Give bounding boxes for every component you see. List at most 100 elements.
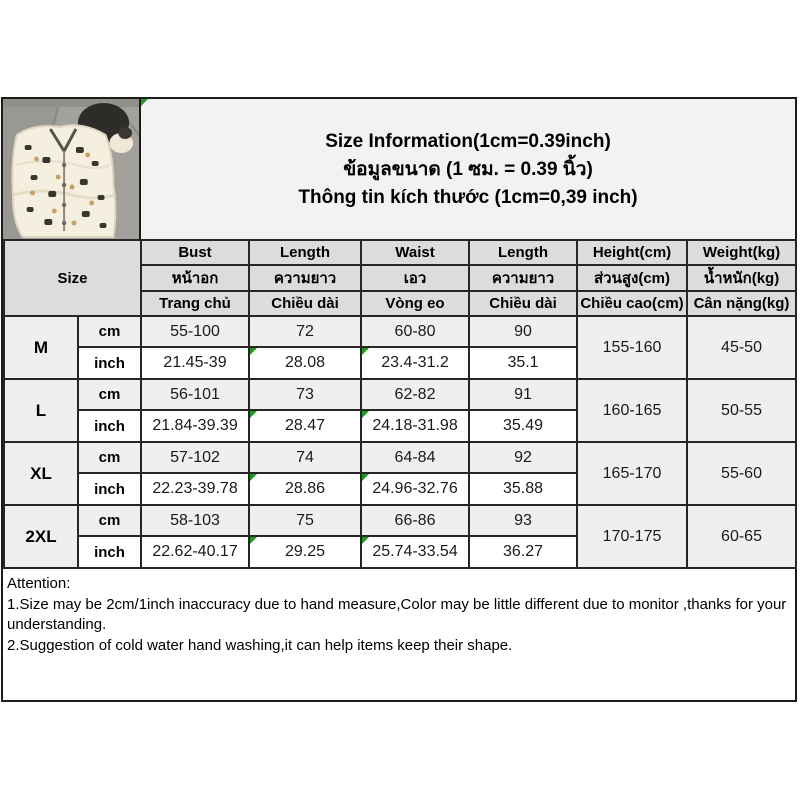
l-waist-cm: 62-82 (360, 378, 471, 411)
m-length2-cm: 90 (468, 315, 579, 348)
col-header-bust-vi: Trang chủ (140, 290, 251, 317)
col-header-height-th: ส่วนสูง(cm) (576, 264, 689, 292)
title-band: Size Information(1cm=0.39inch) ข้อมูลขนา… (3, 99, 795, 239)
col-header-height-vi: Chiều cao(cm) (576, 290, 689, 317)
excel-error-indicator (363, 349, 370, 355)
2xl-length-cm: 75 (248, 504, 363, 537)
xl-bust-inch: 22.23-39.78 (140, 472, 251, 506)
m-length-inch: 28.08 (248, 346, 363, 380)
m-height: 155-160 (576, 315, 689, 380)
excel-error-indicator (141, 99, 148, 106)
col-header-length2-th: ความยาว (468, 264, 579, 292)
xl-weight: 55-60 (686, 441, 798, 506)
l-weight: 50-55 (686, 378, 798, 443)
unit-label-inch: inch (76, 409, 143, 443)
excel-error-indicator (251, 349, 258, 355)
col-header-waist-th: เอว (360, 264, 471, 292)
l-bust-cm: 56-101 (140, 378, 251, 411)
xl-bust-cm: 57-102 (140, 441, 251, 474)
unit-label-inch: inch (76, 472, 143, 506)
excel-error-indicator (251, 412, 258, 418)
m-waist-inch: 23.4-31.2 (360, 346, 471, 380)
size-label-l: L (3, 378, 79, 443)
row-2xl-cm: 2XL cm 58-103 75 66-86 93 170-175 60-65 (3, 504, 798, 569)
l-length-cm: 73 (248, 378, 363, 411)
unit-label-cm: cm (76, 504, 143, 537)
row-l-cm: L cm 56-101 73 62-82 91 160-165 50-55 (3, 378, 798, 443)
col-header-waist-en: Waist (360, 239, 471, 266)
size-table: Size Bust Length Waist Length Height(cm)… (2, 239, 798, 569)
title-thai: ข้อมูลขนาด (1 ซม. = 0.39 นิ้ว) (343, 158, 593, 180)
col-header-length-en: Length (248, 239, 363, 266)
m-length-cm: 72 (248, 315, 363, 348)
row-xl-inch: inch 22.23-39.78 28.86 24.96-32.76 35.88 (4, 472, 796, 506)
l-bust-inch: 21.84-39.39 (140, 409, 251, 443)
col-header-bust-th: หน้าอก (140, 264, 251, 292)
2xl-length-inch: 29.25 (248, 535, 363, 569)
unit-label-inch: inch (76, 346, 143, 380)
size-label-2xl: 2XL (3, 504, 79, 569)
xl-height: 165-170 (576, 441, 689, 506)
xl-length-inch: 28.86 (248, 472, 363, 506)
title-english: Size Information(1cm=0.39inch) (325, 130, 611, 152)
xl-waist-inch: 24.96-32.76 (360, 472, 471, 506)
excel-error-indicator (363, 538, 370, 544)
2xl-bust-inch: 22.62-40.17 (140, 535, 251, 569)
header-row-english: Size Bust Length Waist Length Height(cm)… (2, 239, 798, 317)
2xl-bust-cm: 58-103 (140, 504, 251, 537)
col-header-weight-en: Weight(kg) (686, 239, 798, 266)
2xl-weight: 60-65 (686, 504, 798, 569)
l-length2-inch: 35.49 (468, 409, 579, 443)
xl-length-cm: 74 (248, 441, 363, 474)
xl-length2-inch: 35.88 (468, 472, 579, 506)
xl-length2-cm: 92 (468, 441, 579, 474)
m-length2-inch: 35.1 (468, 346, 579, 380)
attention-note-2: 2.Suggestion of cold water hand washing,… (7, 636, 513, 654)
unit-label-cm: cm (76, 378, 143, 411)
row-m-cm: M cm 55-100 72 60-80 90 155-160 45-50 (3, 315, 798, 380)
l-length-inch: 28.47 (248, 409, 363, 443)
col-header-height-en: Height(cm) (576, 239, 689, 266)
size-chart-sheet: Size Information(1cm=0.39inch) ข้อมูลขนา… (1, 97, 798, 702)
size-header-cell: Size (2, 239, 143, 317)
product-photo-illustration (3, 99, 139, 239)
col-header-length2-vi: Chiều dài (468, 290, 579, 317)
2xl-length2-cm: 93 (468, 504, 579, 537)
unit-label-cm: cm (76, 315, 143, 348)
product-photo (3, 99, 141, 239)
attention-notes: Attention: 1.Size may be 2cm/1inch inacc… (3, 569, 795, 656)
header-row-thai: หน้าอก ความยาว เอว ความยาว ส่วนสูง(cm) น… (4, 264, 798, 292)
col-header-length-th: ความยาว (248, 264, 363, 292)
col-header-weight-th: น้ำหนัก(kg) (686, 264, 798, 292)
2xl-waist-inch: 25.74-33.54 (360, 535, 471, 569)
size-label-xl: XL (3, 441, 79, 506)
l-length2-cm: 91 (468, 378, 579, 411)
row-2xl-inch: inch 22.62-40.17 29.25 25.74-33.54 36.27 (4, 535, 796, 569)
excel-error-indicator (251, 538, 258, 544)
unit-label-cm: cm (76, 441, 143, 474)
2xl-waist-cm: 66-86 (360, 504, 471, 537)
m-bust-cm: 55-100 (140, 315, 251, 348)
unit-label-inch: inch (76, 535, 143, 569)
col-header-bust-en: Bust (140, 239, 251, 266)
m-waist-cm: 60-80 (360, 315, 471, 348)
excel-error-indicator (363, 475, 370, 481)
l-height: 160-165 (576, 378, 689, 443)
attention-note-1: 1.Size may be 2cm/1inch inaccuracy due t… (7, 595, 787, 634)
row-l-inch: inch 21.84-39.39 28.47 24.18-31.98 35.49 (4, 409, 796, 443)
col-header-length2-en: Length (468, 239, 579, 266)
l-waist-inch: 24.18-31.98 (360, 409, 471, 443)
title-block: Size Information(1cm=0.39inch) ข้อมูลขนา… (141, 99, 795, 239)
excel-error-indicator (251, 475, 258, 481)
excel-error-indicator (363, 412, 370, 418)
m-bust-inch: 21.45-39 (140, 346, 251, 380)
col-header-waist-vi: Vòng eo (360, 290, 471, 317)
2xl-length2-inch: 36.27 (468, 535, 579, 569)
2xl-height: 170-175 (576, 504, 689, 569)
attention-heading: Attention: (7, 575, 71, 592)
row-m-inch: inch 21.45-39 28.08 23.4-31.2 35.1 (4, 346, 796, 380)
row-xl-cm: XL cm 57-102 74 64-84 92 165-170 55-60 (3, 441, 798, 506)
title-vietnamese: Thông tin kích thước (1cm=0,39 inch) (298, 186, 638, 208)
size-label-m: M (3, 315, 79, 380)
